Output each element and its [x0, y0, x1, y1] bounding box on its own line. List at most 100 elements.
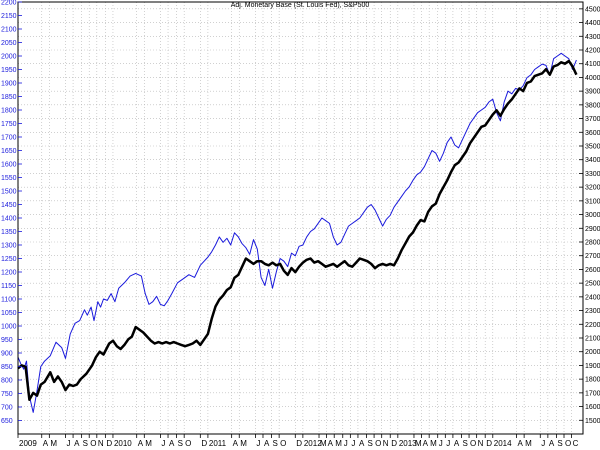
left-tick-label: 2100	[1, 27, 17, 34]
x-tick-label: O	[90, 439, 96, 448]
chart-title: Adj. Monetary Base (St. Louis Fed), S&P5…	[231, 2, 370, 9]
x-tick-label: O	[280, 439, 286, 448]
x-tick-label: J	[541, 439, 545, 448]
right-tick-label: 2500	[585, 281, 600, 288]
x-tick-label: M	[320, 439, 327, 448]
right-tick-label: 4000	[585, 75, 600, 82]
x-tick-label: A	[264, 439, 270, 448]
x-tick-label: D	[391, 439, 397, 448]
x-tick-label: N	[98, 439, 104, 448]
x-tick-label: A	[233, 439, 239, 448]
x-tick-label: 2012	[304, 439, 322, 448]
right-tick-label: 1600	[585, 404, 600, 411]
left-tick-label: 1800	[1, 108, 17, 115]
left-tick-label: 1550	[1, 175, 17, 182]
x-tick-label: J	[446, 439, 450, 448]
left-tick-label: 1500	[1, 189, 17, 196]
x-tick-label: J	[256, 439, 260, 448]
left-tick-label: 1100	[1, 297, 16, 304]
left-tick-label: 1900	[1, 81, 17, 88]
right-tick-label: 3700	[585, 116, 600, 123]
left-tick-label: 1700	[1, 135, 17, 142]
right-tick-label: 3100	[585, 198, 600, 205]
right-tick-label: 4300	[585, 34, 600, 41]
x-tick-label: C	[573, 439, 579, 448]
x-tick-label: D	[486, 439, 492, 448]
right-tick-label: 2000	[585, 349, 600, 356]
right-tick-label: 3900	[585, 89, 600, 96]
right-tick-label: 2100	[585, 336, 600, 343]
series-group	[17, 52, 578, 413]
right-tick-label: 4200	[585, 48, 600, 55]
x-tick-label: 2013	[399, 439, 417, 448]
right-tick-label: 2200	[585, 322, 600, 329]
left-tick-label: 2000	[1, 54, 17, 61]
x-tick-label: O	[375, 439, 381, 448]
left-tick-label: 650	[1, 418, 13, 425]
left-tick-label: 1150	[1, 283, 16, 290]
right-tick-label: 1800	[585, 377, 600, 384]
right-tick-label: 2900	[585, 226, 600, 233]
left-tick-label: 1200	[1, 270, 17, 277]
x-tick-label: A	[328, 439, 334, 448]
x-tick-label: N	[478, 439, 484, 448]
left-tick-label: 1050	[1, 310, 17, 317]
x-tick-label: J	[351, 439, 355, 448]
right-tick-label: 3000	[585, 212, 600, 219]
x-tick-label: S	[557, 439, 562, 448]
left-tick-label: 1250	[1, 256, 17, 263]
x-tick-label: M	[525, 439, 532, 448]
left-tick-label: 1950	[1, 67, 17, 74]
x-tick-label: M	[335, 439, 342, 448]
left-tick-label: 2050	[1, 40, 17, 47]
left-tick-label: 1000	[1, 324, 17, 331]
left-tick-label: 1650	[1, 148, 17, 155]
right-tick-label: 3600	[585, 130, 600, 137]
series-line-sp500	[17, 59, 578, 401]
x-tick-label: M	[50, 439, 57, 448]
left-tick-label: 700	[1, 405, 13, 412]
x-tick-label: D	[106, 439, 112, 448]
left-tick-label: 1350	[1, 229, 17, 236]
series-line-monetary-base	[17, 52, 577, 413]
right-tick-label: 2300	[585, 308, 600, 315]
right-axis: 1500 1600 1700 1800 1900 2000 2100 2200 2300 2400…	[579, 6, 600, 425]
left-tick-label: 850	[1, 364, 13, 371]
left-tick-label: 750	[1, 391, 13, 398]
x-tick-label: M	[415, 439, 422, 448]
right-tick-label: 3400	[585, 157, 600, 164]
x-tick-label: M	[145, 439, 152, 448]
x-tick-label: O	[185, 439, 191, 448]
x-tick-label: O	[470, 439, 476, 448]
x-tick-label: S	[462, 439, 467, 448]
right-tick-label: 4500	[585, 6, 600, 13]
x-tick-label: J	[439, 439, 443, 448]
left-tick-label: 1850	[1, 94, 17, 101]
x-tick-label: A	[454, 439, 460, 448]
x-tick-label: D	[296, 439, 302, 448]
left-tick-label: 2200	[1, 0, 17, 7]
right-tick-label: 2700	[585, 253, 600, 260]
x-tick-label: A	[549, 439, 555, 448]
x-tick-label: M	[430, 439, 437, 448]
x-tick-label: 2014	[494, 439, 512, 448]
left-tick-label: 2150	[1, 13, 17, 20]
right-tick-label: 4400	[585, 20, 600, 27]
x-tick-label: 2009	[19, 439, 37, 448]
right-tick-label: 2400	[585, 294, 600, 301]
x-tick-label: 2011	[209, 439, 227, 448]
left-tick-label: 1450	[1, 202, 17, 209]
right-tick-label: 4100	[585, 61, 600, 68]
x-tick-label: A	[423, 439, 429, 448]
x-tick-label: J	[344, 439, 348, 448]
right-tick-label: 1900	[585, 363, 600, 370]
left-axis: 650 700 750 800 850 900 950 1000 1050 1100 1150 120…	[1, 0, 22, 425]
right-tick-label: 2600	[585, 267, 600, 274]
x-tick-label: D	[201, 439, 207, 448]
x-tick-label: A	[43, 439, 49, 448]
x-tick-label: O	[565, 439, 571, 448]
x-tick-label: J	[66, 439, 70, 448]
left-tick-label: 800	[1, 378, 13, 385]
right-tick-label: 2800	[585, 240, 600, 247]
right-tick-label: 3200	[585, 185, 600, 192]
